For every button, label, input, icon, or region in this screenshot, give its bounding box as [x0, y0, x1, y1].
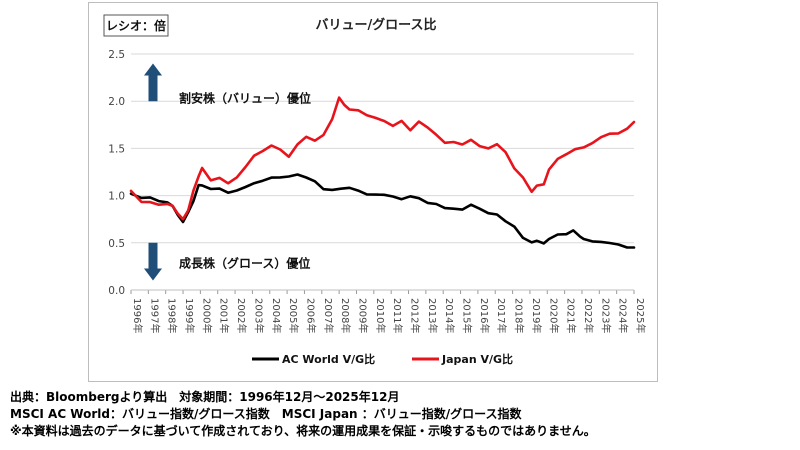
source-note: 出典：Bloombergより算出 対象期間：1996年12月～2025年12月: [10, 390, 400, 404]
x-tick-label: 2001年: [218, 298, 231, 333]
y-tick-label: 1.0: [108, 191, 125, 203]
x-tick-label: 2023年: [599, 298, 612, 333]
x-tick-label: 2005年: [287, 298, 300, 333]
chart-area: 0.0 0.5 1.0 1.5 2.0 2.5 1996年 1997年 1998年 1999年 2…: [88, 2, 658, 382]
growth-advantage-annotation: 成長株（グロース）優位: [144, 242, 310, 281]
x-tick-label: 2025年: [634, 298, 647, 333]
x-tick-label: 2021年: [565, 298, 578, 333]
y-tick-label: 2.0: [108, 96, 125, 108]
x-tick-label: 2008年: [339, 298, 352, 333]
x-tick-label: 2014年: [443, 298, 456, 333]
up-arrow-icon: [144, 63, 162, 102]
x-tick-label: 2016年: [478, 298, 491, 333]
y-tick-label: 1.5: [108, 143, 125, 155]
series-line-ac-world: [129, 173, 636, 249]
index-note: MSCI AC World：バリュー指数/グロース指数 MSCI Japan ：…: [10, 407, 522, 421]
y-tick-label: 0.0: [108, 285, 125, 297]
value-advantage-label: 割安株（バリュー）優位: [179, 90, 311, 105]
x-tick-label: 1997年: [148, 298, 161, 333]
x-tick-label: 2009年: [356, 298, 369, 333]
x-tick-label: 2003年: [252, 298, 265, 333]
y-tick-label: 0.5: [108, 238, 125, 250]
y-tick-label: 2.5: [108, 49, 125, 61]
series-lines: [129, 96, 636, 249]
growth-advantage-label: 成長株（グロース）優位: [179, 256, 310, 271]
x-tick-label: 2022年: [582, 298, 595, 333]
x-tick-label: 2010年: [374, 298, 387, 333]
x-tick-label: 2013年: [426, 298, 439, 333]
x-axis-ticks: 1996年 1997年 1998年 1999年 2000年 2001年 2002年 2003年…: [130, 289, 647, 333]
x-tick-label: 1999年: [183, 298, 196, 333]
unit-label: レシオ：倍: [106, 18, 166, 33]
x-tick-label: 1996年: [131, 298, 144, 333]
chart-title: バリュー/グロース比: [315, 17, 436, 33]
x-tick-label: 2015年: [461, 298, 474, 333]
x-tick-label: 2000年: [200, 298, 213, 333]
x-tick-label: 2007年: [322, 298, 335, 333]
x-tick-label: 1998年: [166, 298, 179, 333]
series-line-japan: [129, 96, 636, 221]
legend: AC World V/G比 Japan V/G比: [252, 352, 513, 366]
x-tick-label: 2004年: [270, 298, 283, 333]
x-tick-label: 2024年: [617, 298, 630, 333]
y-axis-ticks: 0.0 0.5 1.0 1.5 2.0 2.5: [108, 49, 125, 297]
x-tick-label: 2006年: [304, 298, 317, 333]
disclaimer-note: ※本資料は過去のデータに基づいて作成されており、将来の運用成果を保証・示唆するも…: [10, 424, 596, 438]
down-arrow-icon: [144, 242, 162, 281]
chart-svg: 0.0 0.5 1.0 1.5 2.0 2.5 1996年 1997年 1998年 1999年 2…: [103, 14, 647, 366]
x-tick-label: 2012年: [409, 298, 422, 333]
x-tick-label: 2011年: [391, 298, 404, 333]
legend-label-ac-world: AC World V/G比: [282, 352, 375, 366]
unit-label-box: [103, 14, 169, 37]
legend-label-japan: Japan V/G比: [441, 352, 513, 366]
x-tick-label: 2019年: [530, 298, 543, 333]
x-tick-label: 2002年: [235, 298, 248, 333]
x-tick-label: 2017年: [495, 298, 508, 333]
value-advantage-annotation: 割安株（バリュー）優位: [144, 63, 311, 105]
x-tick-label: 2018年: [513, 298, 526, 333]
x-tick-label: 2020年: [547, 298, 560, 333]
